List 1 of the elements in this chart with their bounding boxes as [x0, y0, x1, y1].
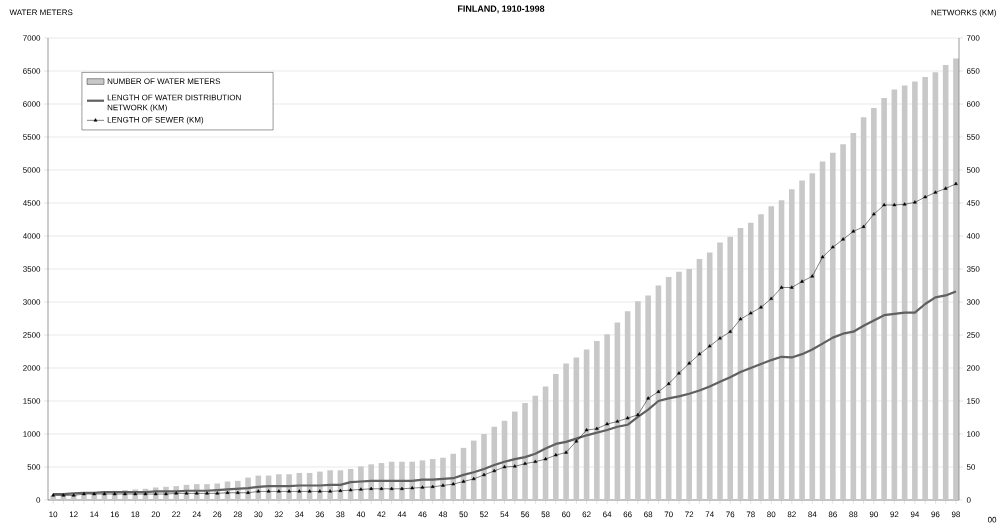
- chart-title: FINLAND, 1910-1998: [458, 5, 545, 14]
